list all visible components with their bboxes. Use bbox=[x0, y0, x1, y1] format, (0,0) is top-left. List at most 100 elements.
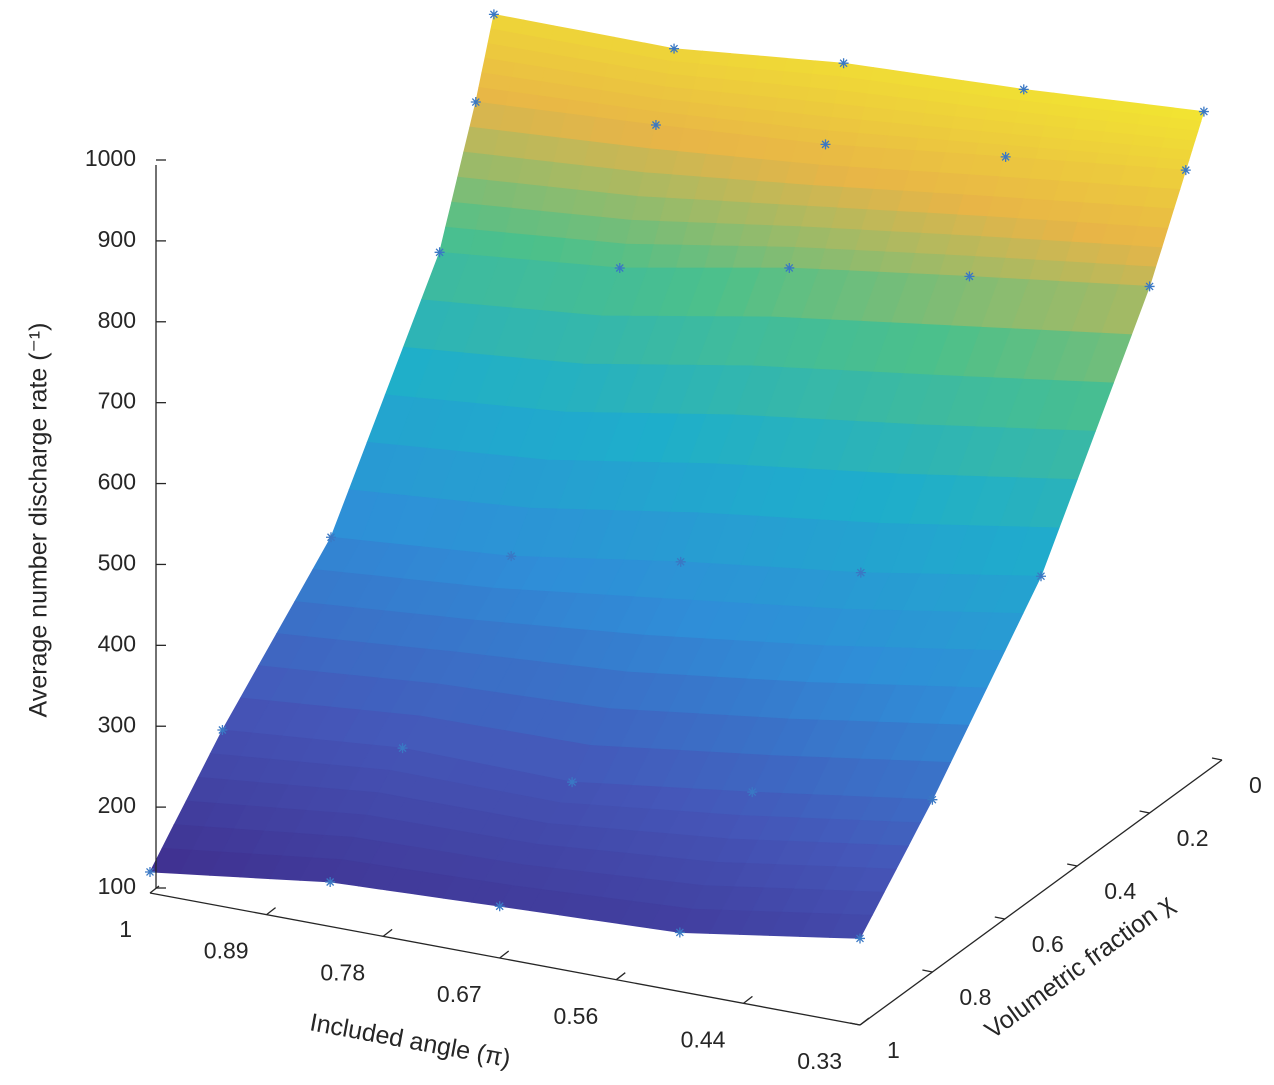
surface-patch bbox=[523, 133, 561, 163]
data-point bbox=[650, 120, 661, 131]
y-tick bbox=[922, 969, 933, 973]
z-tick-label: 400 bbox=[98, 630, 136, 656]
surface-patch bbox=[559, 113, 597, 143]
surface-patch bbox=[855, 132, 890, 149]
y-tick-label: 0.4 bbox=[1104, 878, 1136, 904]
data-point bbox=[470, 97, 481, 108]
surface-patch bbox=[463, 126, 501, 156]
x-axis bbox=[149, 892, 861, 1026]
y-tick-label: 0 bbox=[1249, 772, 1262, 798]
surface-patch bbox=[583, 141, 621, 170]
y-tick bbox=[994, 916, 1005, 920]
z-tick-label: 500 bbox=[98, 550, 136, 576]
surface-patch bbox=[547, 161, 585, 191]
surface-patch bbox=[619, 120, 657, 150]
y-tick bbox=[1211, 757, 1223, 761]
z-tick-label: 1000 bbox=[85, 145, 136, 171]
x-tick-label: 0.33 bbox=[797, 1048, 842, 1074]
surface-patch bbox=[445, 201, 483, 231]
data-point bbox=[434, 247, 445, 258]
z-axis-label: Average number discharge rate (⁻¹) bbox=[25, 323, 53, 718]
y-axis bbox=[859, 759, 1223, 1026]
surface-patch bbox=[517, 158, 555, 188]
x-tick bbox=[743, 995, 753, 1004]
data-point bbox=[1144, 281, 1155, 292]
data-point bbox=[217, 724, 228, 735]
x-tick-label: 0.67 bbox=[437, 981, 482, 1007]
surface-patch bbox=[613, 144, 651, 174]
data-point bbox=[325, 877, 336, 888]
data-point bbox=[675, 556, 686, 567]
surface-patch bbox=[589, 116, 627, 146]
y-tick-label: 1 bbox=[887, 1037, 900, 1063]
data-point bbox=[747, 787, 758, 798]
data-point bbox=[820, 139, 831, 150]
y-tick-label: 0.2 bbox=[1177, 825, 1209, 851]
data-point bbox=[1000, 151, 1011, 162]
data-point bbox=[1198, 106, 1209, 117]
x-tick-label: 0.56 bbox=[554, 1003, 599, 1029]
data-point bbox=[927, 794, 938, 805]
data-point bbox=[784, 262, 795, 273]
data-point bbox=[855, 567, 866, 578]
data-point bbox=[855, 933, 865, 944]
surface bbox=[149, 13, 1205, 939]
surface-patch bbox=[601, 192, 639, 221]
surface-patch bbox=[499, 105, 537, 135]
z-tick-label: 600 bbox=[98, 469, 136, 495]
data-point bbox=[614, 262, 625, 273]
surface-patch bbox=[565, 213, 603, 242]
surface-patch bbox=[571, 189, 609, 218]
data-point bbox=[1180, 165, 1191, 176]
z-tick-label: 200 bbox=[98, 792, 136, 818]
surface-patch bbox=[885, 135, 920, 152]
data-point bbox=[145, 866, 155, 877]
z-tick-label: 100 bbox=[98, 873, 136, 899]
y-tick-label: 0.6 bbox=[1032, 931, 1064, 957]
x-tick-label: 0.44 bbox=[681, 1026, 726, 1052]
surface-patch bbox=[1143, 186, 1181, 210]
y-tick bbox=[1139, 810, 1150, 814]
x-tick-label: 0.78 bbox=[320, 959, 365, 985]
data-point bbox=[494, 901, 505, 912]
surface-patch bbox=[1125, 245, 1163, 268]
z-tick-label: 300 bbox=[98, 711, 136, 737]
surface-patch bbox=[1149, 167, 1187, 190]
data-point bbox=[1018, 84, 1029, 95]
data-point bbox=[674, 927, 685, 938]
surface-patch bbox=[541, 186, 579, 215]
z-tick-label: 700 bbox=[98, 388, 136, 414]
surface-patch bbox=[1131, 225, 1169, 249]
data-point bbox=[964, 271, 975, 282]
data-point bbox=[506, 551, 517, 562]
surface-patch bbox=[1137, 206, 1175, 229]
markers bbox=[145, 9, 1209, 944]
x-tick bbox=[382, 928, 393, 937]
surface-patch bbox=[829, 913, 873, 939]
x-tick-label: 0.89 bbox=[204, 938, 249, 964]
axes: 100 200 300 400 500 600 700 800 900 1000 1 0.89 0.78… bbox=[85, 145, 1262, 1074]
data-point bbox=[397, 743, 408, 754]
data-point bbox=[326, 532, 336, 543]
x-tick bbox=[615, 972, 626, 981]
x-tick-label: 1 bbox=[119, 916, 132, 942]
surface-patch bbox=[505, 207, 543, 237]
data-point bbox=[1036, 571, 1046, 582]
surface-patch bbox=[451, 176, 489, 206]
y-tick-label: 0.8 bbox=[959, 984, 991, 1010]
surface-patch bbox=[481, 179, 519, 209]
surface-patch bbox=[595, 216, 633, 245]
x-tick bbox=[499, 950, 510, 959]
x-tick bbox=[266, 907, 276, 916]
data-point bbox=[669, 43, 680, 54]
data-point bbox=[488, 9, 499, 20]
data-point bbox=[838, 58, 849, 69]
surface-patch bbox=[493, 130, 531, 160]
data-point bbox=[567, 777, 578, 788]
surface-patch bbox=[499, 232, 537, 261]
y-tick bbox=[1067, 863, 1078, 867]
surface-patch bbox=[915, 137, 950, 154]
y-tick bbox=[849, 1022, 861, 1026]
z-tick-label: 800 bbox=[98, 307, 136, 333]
